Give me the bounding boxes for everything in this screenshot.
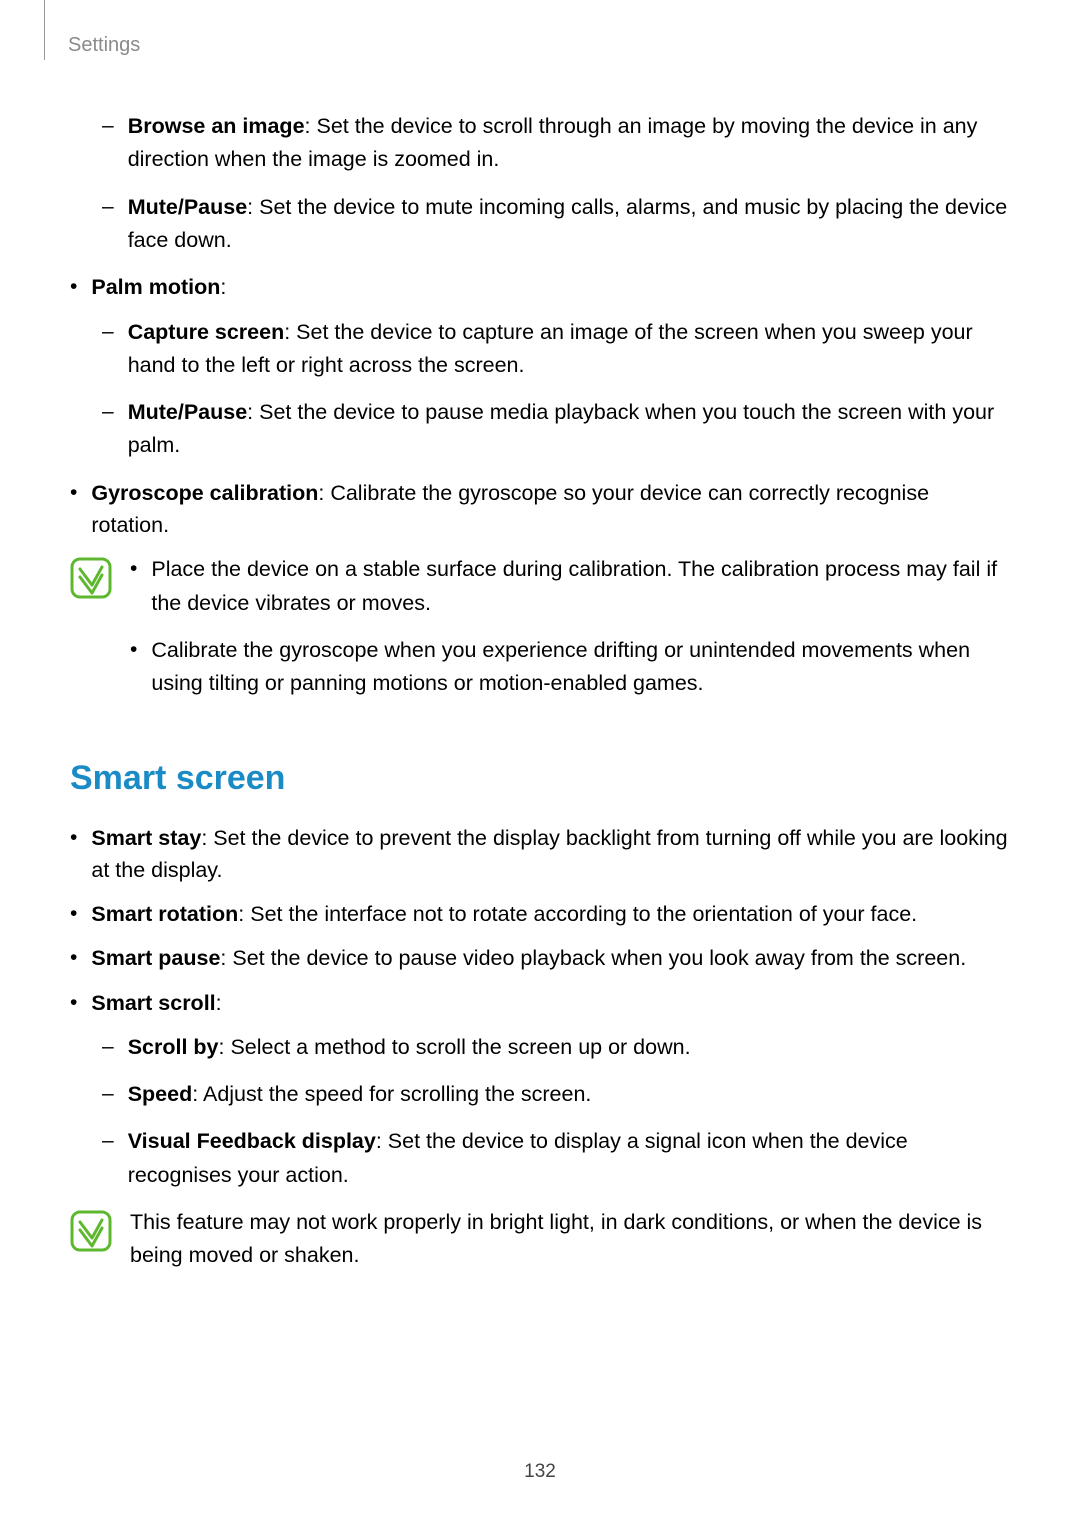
item-mute-pause-motion: – Mute/Pause: Set the device to mute inc… (102, 191, 1010, 258)
item-title: Palm motion (91, 275, 220, 299)
dash-marker: – (102, 1125, 114, 1192)
note-content: This feature may not work properly in br… (130, 1206, 1010, 1273)
note-icon (70, 1210, 112, 1252)
page-header-section: Settings (68, 34, 140, 57)
item-title: Mute/Pause (128, 195, 247, 219)
item-title: Gyroscope calibration (91, 481, 318, 505)
note-text: Calibrate the gyroscope when you experie… (151, 634, 1010, 701)
page-frame-border (44, 0, 45, 60)
dash-marker: – (102, 191, 114, 258)
item-text: Smart rotation: Set the interface not to… (91, 898, 917, 930)
item-desc: : Select a method to scroll the screen u… (219, 1035, 691, 1059)
bullet-marker: • (70, 477, 77, 542)
item-text: Smart scroll: (91, 987, 221, 1019)
bullet-marker: • (70, 942, 77, 974)
item-title: Smart stay (91, 826, 201, 850)
item-text: Mute/Pause: Set the device to mute incom… (128, 191, 1010, 258)
item-mute-pause-palm: – Mute/Pause: Set the device to pause me… (102, 396, 1010, 463)
dash-marker: – (102, 1078, 114, 1111)
item-capture-screen: – Capture screen: Set the device to capt… (102, 316, 1010, 383)
item-desc: : Set the interface not to rotate accord… (238, 902, 917, 926)
bullet-marker: • (70, 898, 77, 930)
item-text: Gyroscope calibration: Calibrate the gyr… (91, 477, 1010, 542)
item-title: Capture screen (128, 320, 285, 344)
item-desc: : Set the device to pause video playback… (220, 946, 966, 970)
bullet-marker: • (130, 553, 137, 620)
item-scroll-by: – Scroll by: Select a method to scroll t… (102, 1031, 1010, 1064)
item-title: Speed (128, 1082, 193, 1106)
item-gyroscope: • Gyroscope calibration: Calibrate the g… (70, 477, 1010, 542)
item-text: Smart pause: Set the device to pause vid… (91, 942, 966, 974)
bullet-marker: • (130, 634, 137, 701)
item-browse-image: – Browse an image: Set the device to scr… (102, 110, 1010, 177)
note-text: This feature may not work properly in br… (130, 1206, 1010, 1273)
item-smart-rotation: • Smart rotation: Set the interface not … (70, 898, 1010, 930)
item-smart-stay: • Smart stay: Set the device to prevent … (70, 822, 1010, 887)
dash-marker: – (102, 110, 114, 177)
item-title: Visual Feedback display (128, 1129, 376, 1153)
bullet-marker: • (70, 822, 77, 887)
item-smart-pause: • Smart pause: Set the device to pause v… (70, 942, 1010, 974)
item-title: Smart pause (91, 946, 220, 970)
item-desc: : Set the device to pause media playback… (128, 400, 994, 457)
bullet-marker: • (70, 271, 77, 303)
heading-smart-screen: Smart screen (70, 759, 1010, 798)
note-item-1: • Place the device on a stable surface d… (130, 553, 1010, 620)
note-item-2: • Calibrate the gyroscope when you exper… (130, 634, 1010, 701)
item-visual-feedback: – Visual Feedback display: Set the devic… (102, 1125, 1010, 1192)
note-smart-screen: This feature may not work properly in br… (70, 1206, 1010, 1273)
note-icon (70, 557, 112, 599)
item-desc: : Set the device to prevent the display … (91, 826, 1007, 882)
item-speed: – Speed: Adjust the speed for scrolling … (102, 1078, 1010, 1111)
item-title: Scroll by (128, 1035, 219, 1059)
item-text: Smart stay: Set the device to prevent th… (91, 822, 1010, 887)
item-title: Smart scroll (91, 991, 215, 1015)
note-gyroscope: • Place the device on a stable surface d… (70, 553, 1010, 714)
page-content: – Browse an image: Set the device to scr… (70, 110, 1010, 1277)
page-number: 132 (0, 1461, 1080, 1483)
dash-marker: – (102, 396, 114, 463)
dash-marker: – (102, 1031, 114, 1064)
bullet-marker: • (70, 987, 77, 1019)
item-smart-scroll: • Smart scroll: (70, 987, 1010, 1019)
item-text: Speed: Adjust the speed for scrolling th… (128, 1078, 592, 1111)
item-text: Capture screen: Set the device to captur… (128, 316, 1010, 383)
item-text: Mute/Pause: Set the device to pause medi… (128, 396, 1010, 463)
note-content: • Place the device on a stable surface d… (130, 553, 1010, 714)
note-text: Place the device on a stable surface dur… (151, 553, 1010, 620)
item-title: Mute/Pause (128, 400, 247, 424)
item-text: Palm motion: (91, 271, 226, 303)
item-palm-motion: • Palm motion: (70, 271, 1010, 303)
item-suffix: : (216, 991, 222, 1015)
item-desc: : Adjust the speed for scrolling the scr… (192, 1082, 591, 1106)
item-title: Smart rotation (91, 902, 238, 926)
item-text: Scroll by: Select a method to scroll the… (128, 1031, 691, 1064)
dash-marker: – (102, 316, 114, 383)
item-desc: : Set the device to mute incoming calls,… (128, 195, 1008, 252)
item-title: Browse an image (128, 114, 305, 138)
item-suffix: : (220, 275, 226, 299)
item-text: Visual Feedback display: Set the device … (128, 1125, 1010, 1192)
item-text: Browse an image: Set the device to scrol… (128, 110, 1010, 177)
